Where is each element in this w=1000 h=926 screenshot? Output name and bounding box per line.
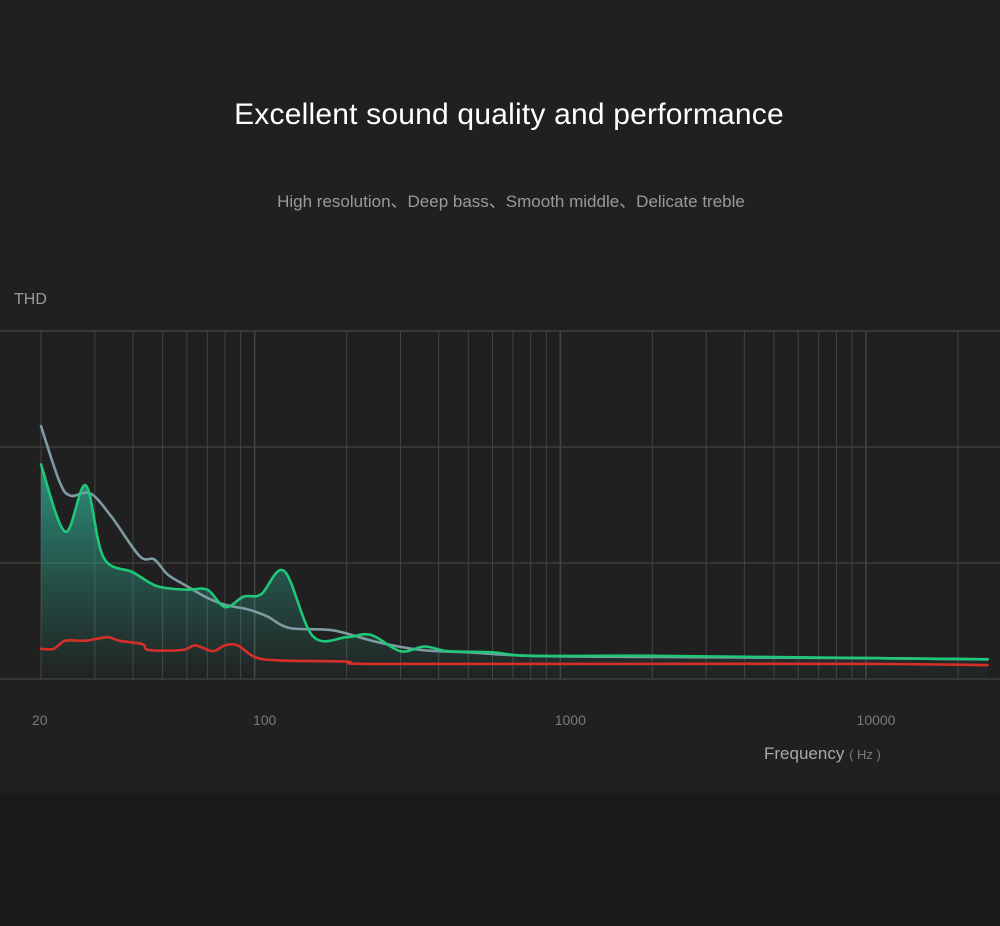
data-point-green — [224, 606, 226, 608]
data-point-green — [102, 556, 104, 558]
data-point-green — [40, 463, 42, 465]
data-point-red — [212, 650, 214, 652]
x-axis-unit: ( Hz ) — [849, 747, 881, 762]
data-point-gray — [167, 574, 169, 576]
series-area-green — [41, 464, 988, 679]
series-line-red — [39, 635, 989, 667]
data-point-gray — [375, 641, 377, 643]
data-point-gray — [420, 649, 422, 651]
data-point-green — [987, 658, 989, 660]
data-point-red — [142, 643, 144, 645]
series-line-green — [39, 463, 989, 661]
data-point-green — [370, 634, 372, 636]
data-point-green — [530, 655, 532, 657]
data-point-red — [64, 640, 66, 642]
data-point-gray — [224, 604, 226, 606]
data-point-gray — [266, 615, 268, 617]
data-point-gray — [40, 425, 42, 427]
footer-band — [0, 793, 1000, 926]
data-point-green — [64, 531, 66, 533]
data-point-gray — [58, 481, 61, 483]
data-point-gray — [247, 608, 249, 611]
data-point-green — [156, 585, 158, 587]
x-tick-label: 100 — [253, 712, 277, 728]
data-point-red — [85, 640, 87, 642]
data-point-green — [399, 650, 402, 652]
data-point-green — [283, 570, 285, 572]
x-tick-label: 20 — [32, 712, 48, 728]
data-point-red — [106, 636, 109, 638]
y-axis-label: THD — [14, 291, 47, 308]
data-point-green — [651, 655, 653, 657]
x-axis-label-text: Frequency — [764, 744, 845, 763]
data-point-gray — [153, 558, 156, 561]
page-subtitle: High resolution、Deep bass、Smooth middle、… — [277, 192, 745, 211]
data-point-red — [278, 659, 280, 662]
data-point-red — [865, 663, 867, 665]
data-point-gray — [186, 585, 188, 587]
data-point-red — [364, 663, 366, 665]
data-point-green — [491, 651, 494, 653]
page-title: Excellent sound quality and performance — [234, 98, 784, 131]
data-point-red — [254, 656, 256, 658]
data-point-green — [132, 571, 134, 573]
data-point-green — [206, 589, 208, 591]
data-point-green — [865, 657, 867, 659]
data-point-gray — [332, 629, 334, 631]
data-point-red — [181, 649, 183, 651]
data-point-green — [424, 645, 426, 648]
data-point-green — [260, 593, 262, 595]
data-point-gray — [70, 495, 72, 497]
data-point-green — [186, 589, 188, 591]
thd-chart: 20 100 1000 10000 — [0, 330, 1000, 728]
data-point-green — [242, 596, 245, 598]
data-point-red — [346, 661, 348, 663]
x-tick-label: 10000 — [857, 712, 896, 728]
data-point-red — [224, 644, 226, 646]
x-tick-label: 1000 — [555, 712, 586, 728]
data-point-gray — [206, 597, 208, 599]
data-point-red — [40, 648, 42, 650]
data-point-green — [447, 650, 449, 652]
data-point-red — [53, 648, 55, 650]
data-point-gray — [110, 516, 113, 518]
data-point-red — [237, 644, 239, 646]
data-point-red — [194, 644, 197, 646]
data-point-gray — [138, 555, 141, 557]
data-point-red — [559, 663, 561, 665]
data-point-green — [312, 635, 314, 637]
data-point-red — [148, 649, 150, 651]
data-point-red — [118, 640, 120, 642]
x-axis-label: Frequency ( Hz ) — [764, 744, 881, 764]
data-point-red — [987, 664, 989, 666]
data-point-gray — [288, 627, 291, 629]
data-point-green — [346, 636, 348, 638]
data-point-green — [85, 484, 87, 486]
